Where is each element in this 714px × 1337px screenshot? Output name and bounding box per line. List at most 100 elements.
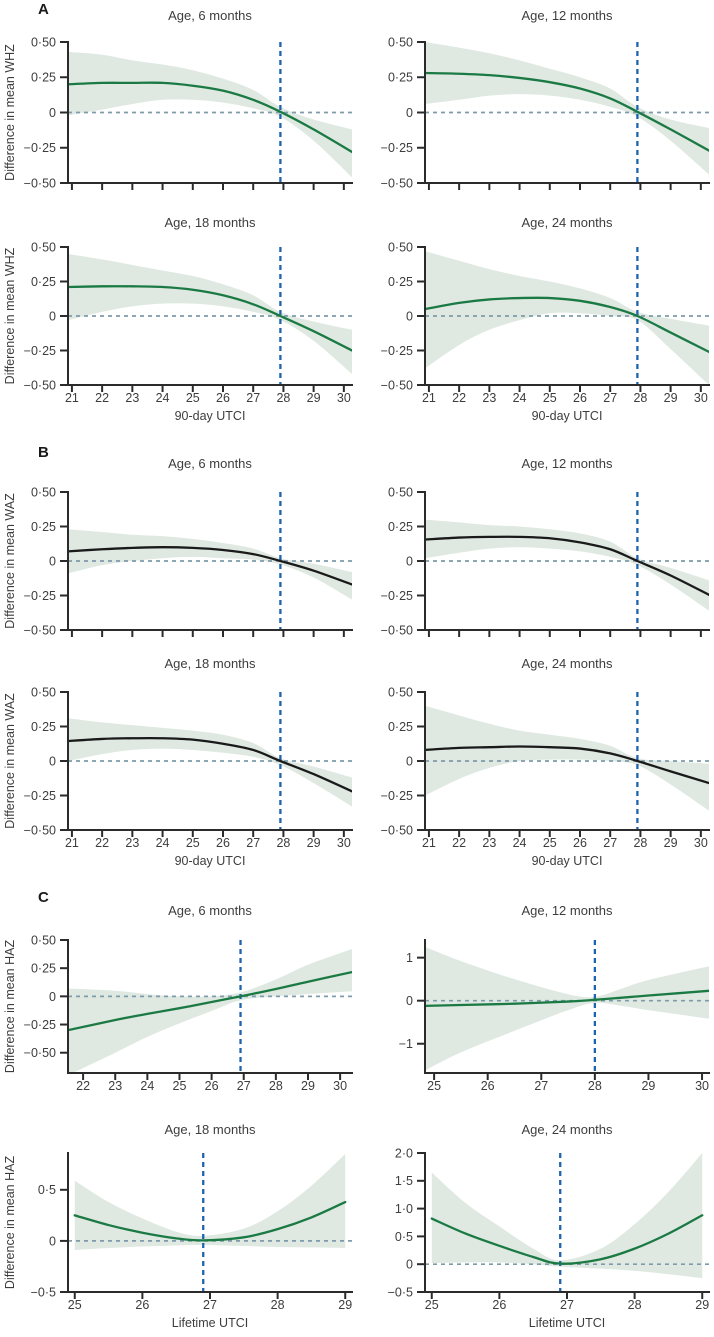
x-tick-label: 25 xyxy=(186,836,200,850)
y-tick-label: 2·0 xyxy=(395,1146,413,1160)
x-tick-label: 30 xyxy=(337,836,351,850)
y-axis-title: Difference in mean HAZ xyxy=(3,1156,17,1290)
y-tick-label: −0·25 xyxy=(381,789,413,803)
x-tick-label: 23 xyxy=(125,836,139,850)
mean-curve xyxy=(425,296,709,354)
y-tick-label: −0·25 xyxy=(24,141,56,155)
y-tick-label: 0 xyxy=(49,754,56,768)
x-tick-label: 26 xyxy=(135,1298,149,1312)
subplot-a-age-24-months: 0·50 0·25 0 −0·25 −0·50 21 22 23 24 25 26 27 28 29 30 A… xyxy=(381,215,710,423)
y-tick-label: 0·25 xyxy=(388,275,413,289)
subplot-title: Age, 12 months xyxy=(521,903,613,918)
y-tick-label: 1·5 xyxy=(395,1174,413,1188)
y-tick-label: −0·50 xyxy=(24,176,56,190)
confidence-band xyxy=(68,949,352,1073)
x-tick-label: 25 xyxy=(543,391,557,405)
x-tick-label: 29 xyxy=(338,1298,352,1312)
subplot-c-age-12-months: 1 0 −1 25 26 27 28 29 30 Age, 12 months xyxy=(399,903,710,1093)
y-tick-label: 0·25 xyxy=(388,720,413,734)
y-tick-label: 0 xyxy=(406,754,413,768)
y-axis-title: Difference in mean WHZ xyxy=(3,44,17,181)
confidence-band xyxy=(431,1153,703,1279)
x-tick-label: 25 xyxy=(427,1079,441,1093)
y-tick-label: −0·50 xyxy=(24,1046,56,1060)
y-tick-label: 0·50 xyxy=(31,685,56,699)
subplot-b-age-18-months: 0·50 0·25 0 −0·25 −0·50 21 22 23 24 25 26 27 28 29 30 A… xyxy=(3,656,353,868)
y-tick-label: 0 xyxy=(406,106,413,120)
subplot-c-age-18-months: 0·5 0 −0·5 25 26 27 28 29 Age, 18 months Lifetime… xyxy=(3,1122,353,1330)
x-tick-label: 21 xyxy=(422,836,436,850)
x-tick-label: 30 xyxy=(333,1079,347,1093)
mean-curve xyxy=(68,81,352,154)
y-tick-label: −0·50 xyxy=(24,623,56,637)
mean-curve xyxy=(68,546,352,586)
y-axis-title: Difference in mean WAZ xyxy=(3,493,17,629)
y-tick-label: 0·25 xyxy=(31,520,56,534)
x-tick-label: 30 xyxy=(694,391,708,405)
y-tick-label: −0·5 xyxy=(31,1285,56,1299)
subplot-title: Age, 24 months xyxy=(521,215,613,230)
y-tick-label: 0·25 xyxy=(388,520,413,534)
mean-curve xyxy=(425,989,709,1007)
x-tick-label: 26 xyxy=(492,1298,506,1312)
x-tick-label: 28 xyxy=(588,1079,602,1093)
subplot-title: Age, 12 months xyxy=(521,456,613,471)
x-tick-label: 22 xyxy=(452,391,466,405)
y-axis-title: Difference in mean WAZ xyxy=(3,693,17,829)
x-tick-label: 25 xyxy=(173,1079,187,1093)
mean-curve xyxy=(425,745,709,785)
y-axis-title: Difference in mean HAZ xyxy=(3,940,17,1074)
x-tick-label: 29 xyxy=(641,1079,655,1093)
x-tick-label: 23 xyxy=(108,1079,122,1093)
x-tick-label: 21 xyxy=(422,391,436,405)
x-tick-label: 22 xyxy=(95,836,109,850)
y-tick-label: −0·25 xyxy=(381,344,413,358)
mean-curve xyxy=(68,285,352,352)
x-tick-label: 27 xyxy=(603,391,617,405)
y-tick-label: 0 xyxy=(406,994,413,1008)
subplot-title: Age, 6 months xyxy=(168,456,252,471)
x-tick-label: 24 xyxy=(513,836,527,850)
y-tick-label: −0·25 xyxy=(24,789,56,803)
subplot-b-age-6-months: 0·50 0·25 0 −0·25 −0·50 Age, 6 months Differen… xyxy=(3,456,353,637)
y-tick-label: 0·5 xyxy=(38,1183,56,1197)
y-tick-label: −0·50 xyxy=(24,823,56,837)
y-tick-label: 0·25 xyxy=(31,275,56,289)
y-tick-label: −0·25 xyxy=(381,141,413,155)
subplot-title: Age, 6 months xyxy=(168,903,252,918)
y-tick-label: −0·50 xyxy=(381,176,413,190)
y-tick-label: −0·25 xyxy=(381,589,413,603)
y-axis-title: Difference in mean WHZ xyxy=(3,247,17,384)
confidence-band xyxy=(425,946,709,1071)
x-tick-label: 26 xyxy=(573,391,587,405)
x-tick-label: 29 xyxy=(307,836,321,850)
y-tick-label: −0·25 xyxy=(24,344,56,358)
y-tick-label: 0 xyxy=(49,990,56,1004)
x-tick-label: 28 xyxy=(276,391,290,405)
x-tick-label: 29 xyxy=(301,1079,315,1093)
mean-curve xyxy=(68,970,352,1032)
x-tick-label: 22 xyxy=(95,391,109,405)
x-tick-label: 26 xyxy=(216,391,230,405)
y-tick-label: 0 xyxy=(49,309,56,323)
x-tick-label: 29 xyxy=(664,836,678,850)
confidence-band xyxy=(425,519,709,611)
mean-curve xyxy=(425,535,709,596)
subplot-title: Age, 24 months xyxy=(521,656,613,671)
y-tick-label: 0·25 xyxy=(388,71,413,85)
x-tick-label: 21 xyxy=(65,836,79,850)
x-tick-label: 22 xyxy=(76,1079,90,1093)
x-tick-label: 26 xyxy=(481,1079,495,1093)
x-tick-label: 28 xyxy=(276,836,290,850)
x-tick-label: 22 xyxy=(452,836,466,850)
subplot-b-age-24-months: 0·50 0·25 0 −0·25 −0·50 21 22 23 24 25 26 27 28 29 30 A… xyxy=(381,656,710,868)
y-tick-label: −0·25 xyxy=(24,589,56,603)
y-tick-label: 0·5 xyxy=(395,1230,413,1244)
x-tick-label: 23 xyxy=(482,391,496,405)
y-tick-label: 0·50 xyxy=(388,685,413,699)
subplot-title: Age, 18 months xyxy=(164,215,256,230)
subplot-a-age-6-months: 0·50 0·25 0 −0·25 −0·50 Age, 6 months Differen… xyxy=(3,8,353,190)
y-tick-label: 0·50 xyxy=(388,35,413,49)
confidence-band xyxy=(68,51,352,178)
